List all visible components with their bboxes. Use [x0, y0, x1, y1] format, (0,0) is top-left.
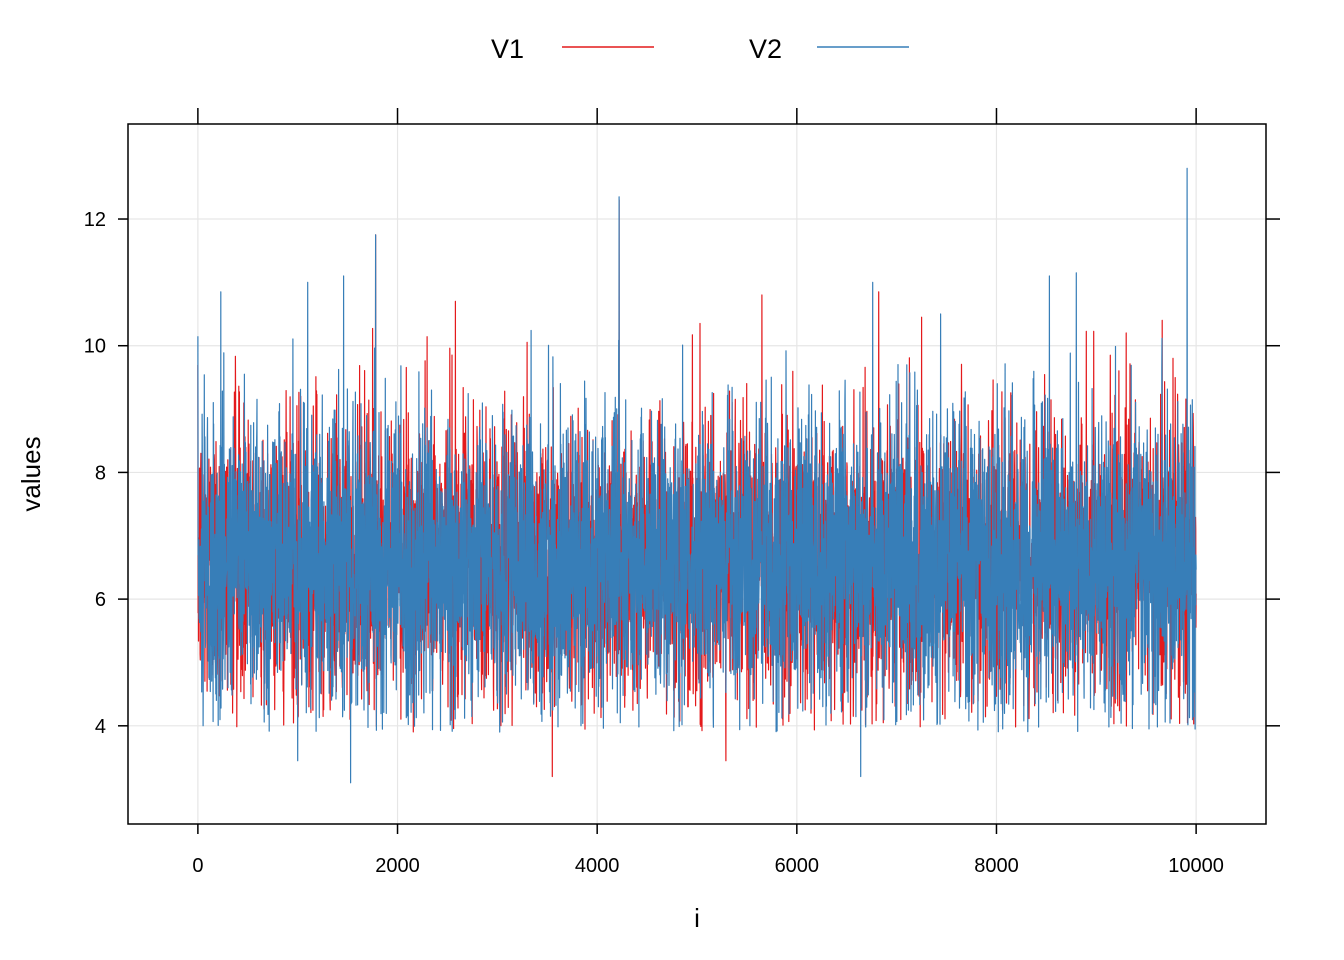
x-tick-label: 0 [192, 855, 203, 877]
x-axis-title: i [694, 903, 700, 933]
x-tick-label: 4000 [575, 855, 620, 877]
y-tick-label: 6 [95, 589, 106, 611]
series-line-v2 [197, 167, 1197, 784]
x-tick-label: 2000 [375, 855, 420, 877]
legend-label-v2: V2 [749, 34, 782, 64]
y-tick-label: 8 [95, 462, 106, 484]
legend: V1 V2 [491, 34, 909, 64]
legend-label-v1: V1 [491, 34, 524, 64]
y-axis-title: values [16, 436, 46, 511]
x-tick-label: 10000 [1168, 855, 1224, 877]
y-tick-label: 10 [84, 336, 106, 358]
x-tick-label: 6000 [775, 855, 820, 877]
y-tick-label: 4 [95, 716, 106, 738]
series-layer [197, 167, 1197, 784]
plot-frame [127, 123, 1267, 825]
x-tick-label: 8000 [974, 855, 1019, 877]
y-tick-label: 12 [84, 209, 106, 231]
axis-ticks [118, 108, 1280, 834]
axis-tick-labels: 0 2000 4000 6000 8000 10000 4 6 8 10 12 [84, 209, 1224, 877]
